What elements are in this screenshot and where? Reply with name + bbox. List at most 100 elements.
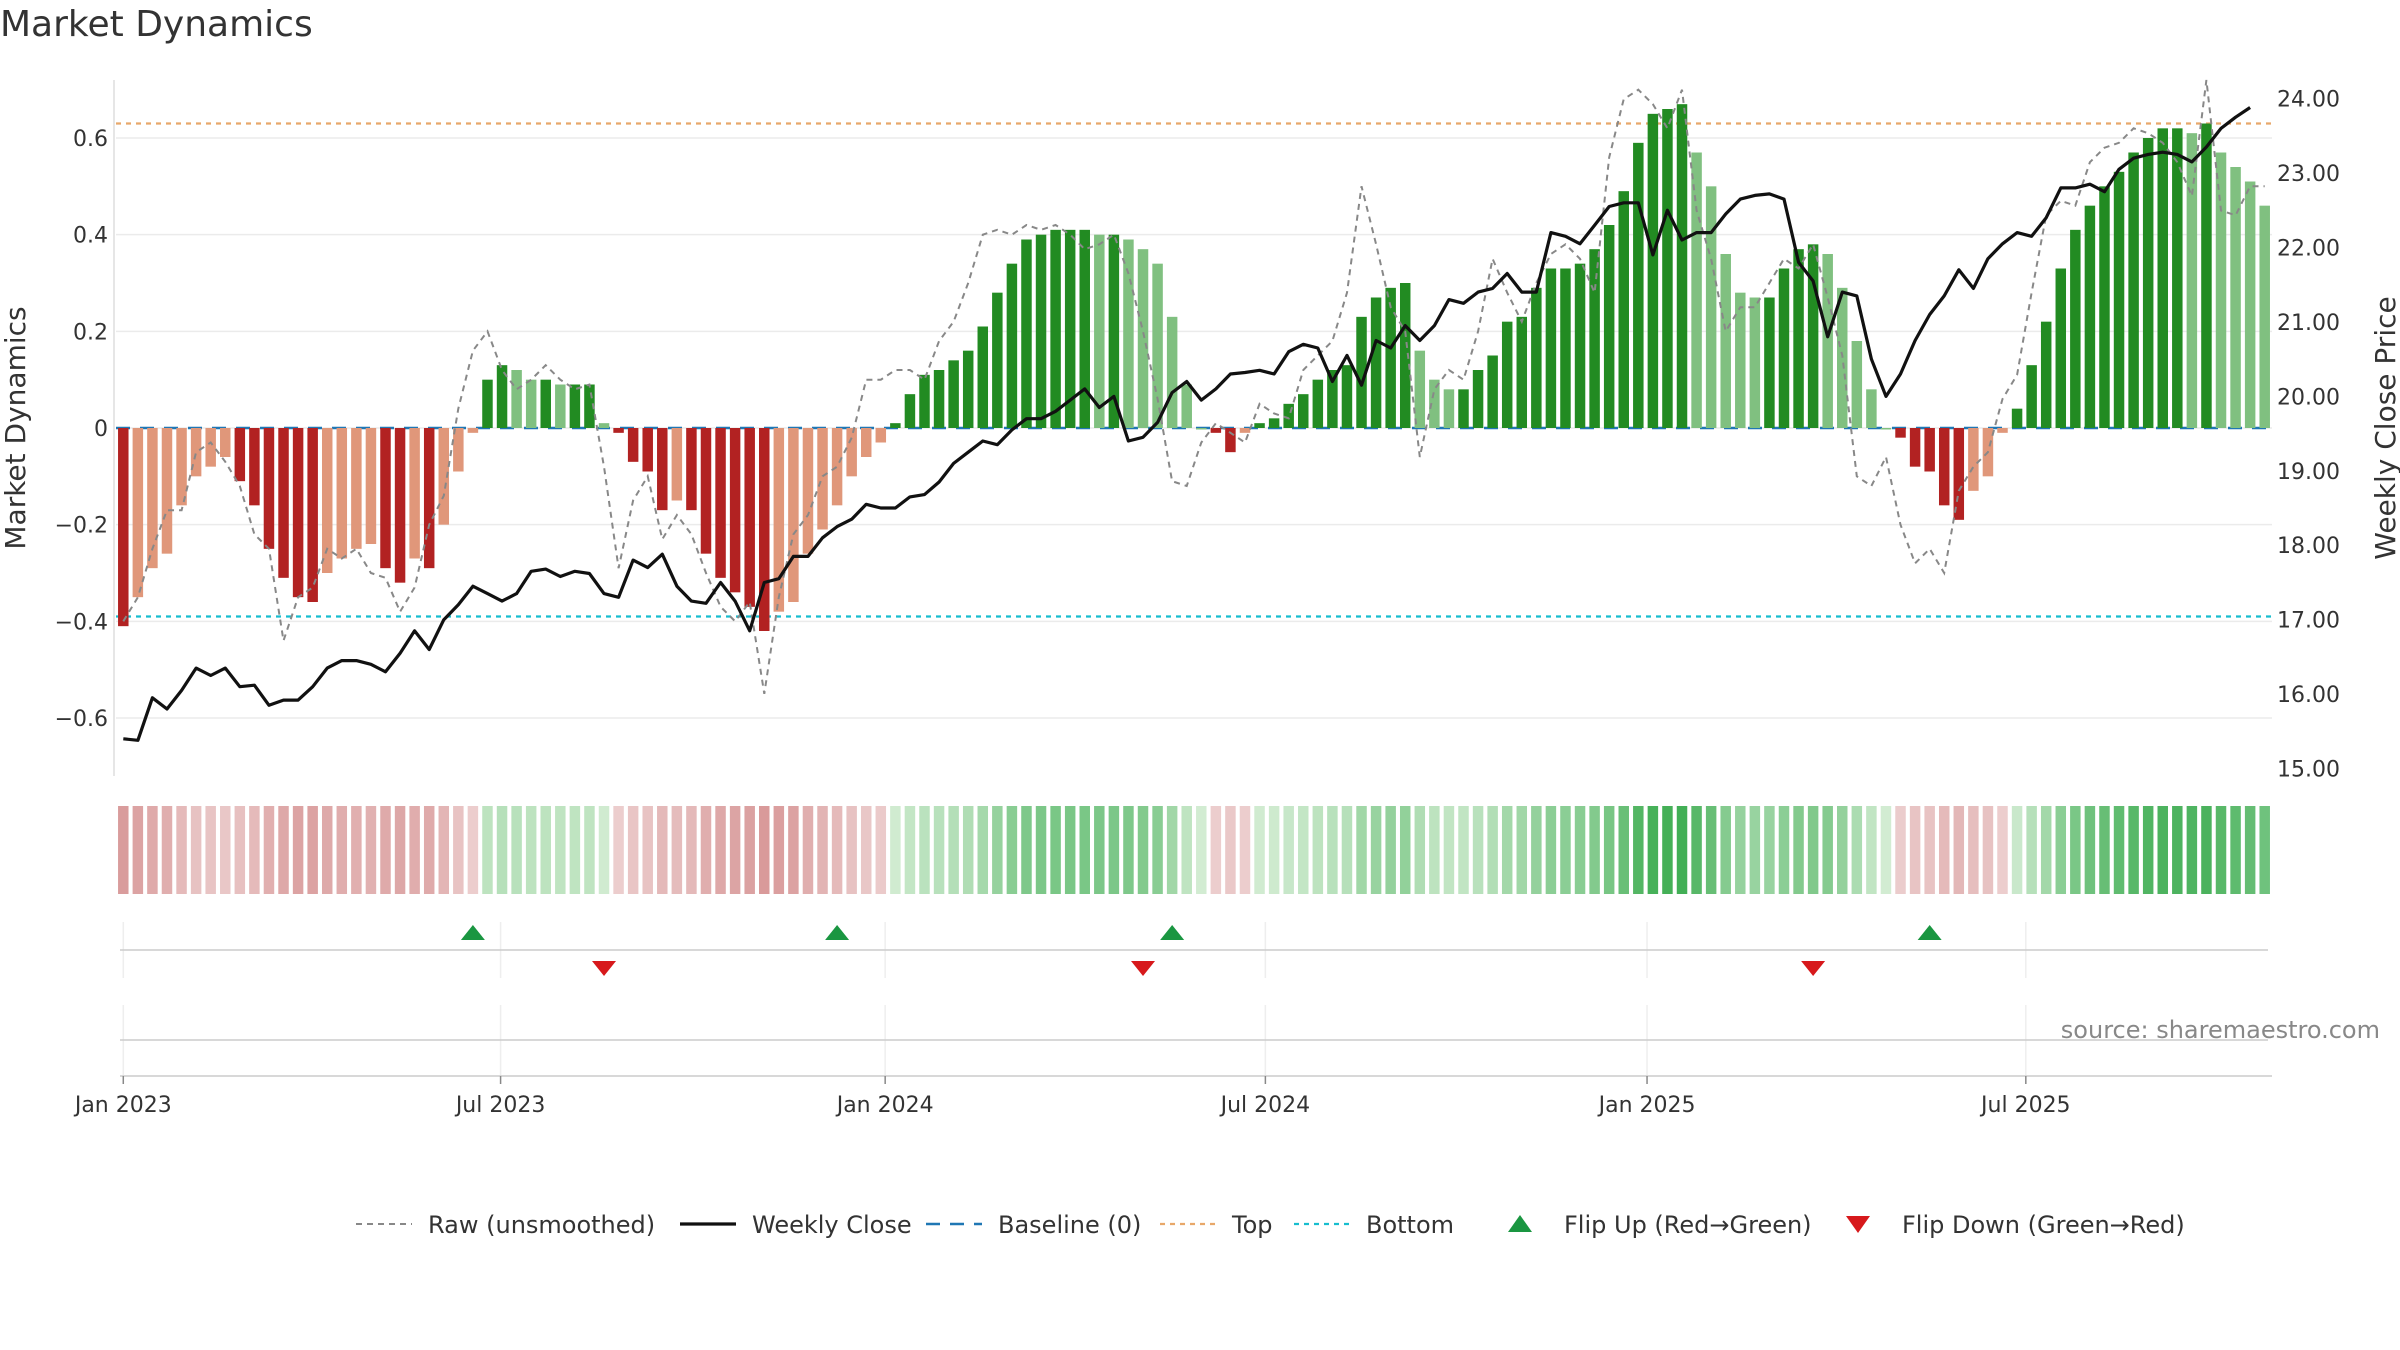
momentum-bar (831, 428, 843, 506)
strength-cell (1895, 806, 1906, 894)
momentum-bar (482, 379, 493, 428)
strength-strip (118, 806, 2270, 894)
strength-cell (540, 806, 551, 894)
momentum-bar (1298, 394, 1309, 428)
x-tick-label: Jan 2025 (1597, 1093, 1696, 1118)
momentum-bar (394, 428, 406, 583)
legend-label: Bottom (1366, 1211, 1454, 1239)
strength-cell (482, 806, 493, 894)
momentum-bar (1341, 365, 1353, 428)
strength-cell (525, 806, 537, 894)
strength-cell (2230, 806, 2241, 894)
strength-cell (2011, 806, 2023, 894)
right-tick-label: 20.00 (2277, 385, 2340, 410)
momentum-bar (1691, 152, 1702, 428)
strength-cell (365, 806, 377, 894)
momentum-bar (263, 428, 275, 549)
weekly-close-line (123, 106, 2251, 742)
main-panel: 0.6 0.4 0.2 0 −0.2 −0.4 −0.6 24.00 23.00 22.00 21… (55, 79, 2340, 783)
strength-cell (1909, 806, 1921, 894)
momentum-bar (2172, 128, 2183, 429)
strength-cell (336, 806, 348, 894)
strength-cell (1006, 806, 1018, 894)
momentum-bar (1574, 263, 1586, 428)
momentum-bar (1924, 428, 1935, 472)
left-tick-label: 0.6 (73, 127, 108, 152)
strength-cell (1181, 806, 1192, 894)
strength-cell (351, 806, 362, 894)
strength-cell (1764, 806, 1775, 894)
strength-cell (919, 806, 930, 894)
strength-cell (1516, 806, 1528, 894)
strength-cell (1064, 806, 1076, 894)
strength-cell (569, 806, 581, 894)
strength-cell (904, 806, 916, 894)
momentum-bar (555, 384, 566, 428)
strength-cell (1079, 806, 1090, 894)
strength-cell (2259, 806, 2270, 894)
momentum-bar (1968, 428, 1979, 491)
flip-down-marker (1131, 961, 1156, 976)
strength-cell (496, 806, 508, 894)
strength-cell (992, 806, 1003, 894)
momentum-bar (933, 370, 945, 428)
strength-cell (1050, 806, 1061, 894)
strength-cell (1982, 806, 1994, 894)
strength-cell (1458, 806, 1469, 894)
momentum-bar (2128, 152, 2139, 428)
momentum-bar (118, 428, 129, 627)
strength-cell (875, 806, 887, 894)
strength-cell (1254, 806, 1265, 894)
momentum-bar (147, 428, 158, 569)
strength-cell (555, 806, 566, 894)
momentum-bar (380, 428, 391, 569)
strength-cell (292, 806, 304, 894)
right-tick-label: 19.00 (2277, 460, 2340, 485)
strength-cell (1705, 806, 1717, 894)
momentum-bar (773, 428, 785, 612)
strength-cell (2142, 806, 2154, 894)
momentum-bar (525, 379, 537, 428)
momentum-bar (2099, 186, 2110, 428)
momentum-bar (336, 428, 348, 559)
momentum-bar (1254, 423, 1265, 428)
momentum-bar (1210, 428, 1222, 433)
strength-cell (423, 806, 435, 894)
x-tick-label: Jul 2024 (1219, 1093, 1311, 1118)
strength-cell (890, 806, 901, 894)
strength-cell (729, 806, 741, 894)
momentum-bar (657, 428, 668, 511)
right-tick-label: 23.00 (2277, 162, 2340, 187)
legend-label: Flip Up (Red→Green) (1564, 1211, 1812, 1239)
right-tick-label: 21.00 (2277, 311, 2340, 336)
strength-cell (1793, 806, 1804, 894)
strength-cell (1021, 806, 1032, 894)
momentum-bar (1953, 428, 1965, 520)
momentum-bar (496, 365, 508, 428)
strength-cell (1443, 806, 1455, 894)
momentum-bar (1006, 263, 1018, 428)
momentum-bar (1414, 350, 1426, 428)
strength-cell (860, 806, 872, 894)
left-tick-label: −0.4 (55, 610, 108, 635)
strength-cell (2070, 806, 2081, 894)
strength-cell (1749, 806, 1761, 894)
momentum-bar (2186, 133, 2198, 428)
strength-cell (1545, 806, 1557, 894)
strength-cell (409, 806, 420, 894)
strength-cell (2099, 806, 2110, 894)
momentum-bar (1764, 297, 1775, 428)
momentum-bar (1880, 428, 1892, 430)
momentum-bar (2113, 171, 2125, 429)
momentum-bar (2201, 123, 2212, 428)
momentum-bar (511, 370, 522, 428)
strength-cell (1618, 806, 1629, 894)
strength-cell (438, 806, 450, 894)
strength-cell (1968, 806, 1979, 894)
momentum-bar (1837, 287, 1848, 428)
flip-down-marker (592, 961, 617, 976)
momentum-bar (1516, 316, 1528, 428)
strength-cell (1123, 806, 1134, 894)
legend-item-flip_up: Flip Up (Red→Green) (1508, 1211, 1812, 1239)
